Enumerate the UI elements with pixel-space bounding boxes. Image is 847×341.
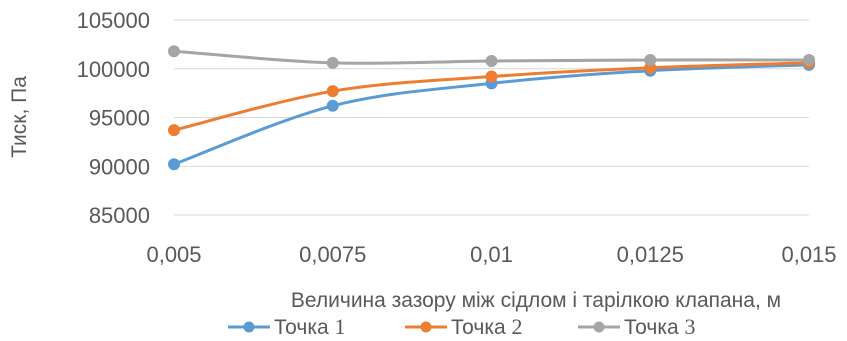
legend: Точка 1 Точка 2 Точка 3 <box>228 314 696 339</box>
legend-label-number: 1 <box>335 314 346 339</box>
data-point-series-2 <box>485 70 498 83</box>
legend-swatch-marker <box>243 321 255 333</box>
data-point-series-3 <box>644 53 657 66</box>
legend-label: Точка 3 <box>624 314 696 339</box>
y-tick-label: 85000 <box>89 203 150 228</box>
legend-label-number: 2 <box>512 314 523 339</box>
data-point-series-3 <box>803 53 815 66</box>
data-point-series-2 <box>168 124 180 137</box>
y-tick-label: 95000 <box>89 106 150 131</box>
legend-label: Точка 1 <box>274 314 346 339</box>
data-point-series-1 <box>326 99 339 112</box>
y-tick-label: 105000 <box>77 8 150 33</box>
y-axis-title: Тиск, Па <box>8 76 31 158</box>
x-axis-title: Величина зазору між сідлом і тарілкою кл… <box>291 289 781 312</box>
gridlines <box>174 19 809 216</box>
x-tick-label: 0,005 <box>146 242 201 267</box>
series-lines <box>173 49 810 166</box>
x-tick-label: 0,0075 <box>299 242 366 267</box>
data-point-series-3 <box>168 45 180 58</box>
legend-label: Точка 2 <box>451 314 523 339</box>
legend-swatch-marker <box>593 321 605 333</box>
x-tick-label: 0,015 <box>781 242 836 267</box>
y-axis-tick-labels: 85000 90000 95000 100000 105000 <box>77 8 150 228</box>
x-axis-tick-labels: 0,005 0,0075 0,01 0,0125 0,015 <box>146 242 836 267</box>
data-point-series-2 <box>326 85 339 98</box>
data-point-series-1 <box>168 158 180 171</box>
x-tick-label: 0,0125 <box>617 242 684 267</box>
x-tick-label: 0,01 <box>470 242 513 267</box>
data-point-series-3 <box>485 54 498 67</box>
legend-label-number: 3 <box>685 314 696 339</box>
series-markers <box>168 45 815 171</box>
y-tick-label: 100000 <box>77 57 150 82</box>
y-tick-label: 90000 <box>89 154 150 179</box>
legend-swatch-marker <box>420 321 432 333</box>
data-point-series-3 <box>326 56 339 69</box>
